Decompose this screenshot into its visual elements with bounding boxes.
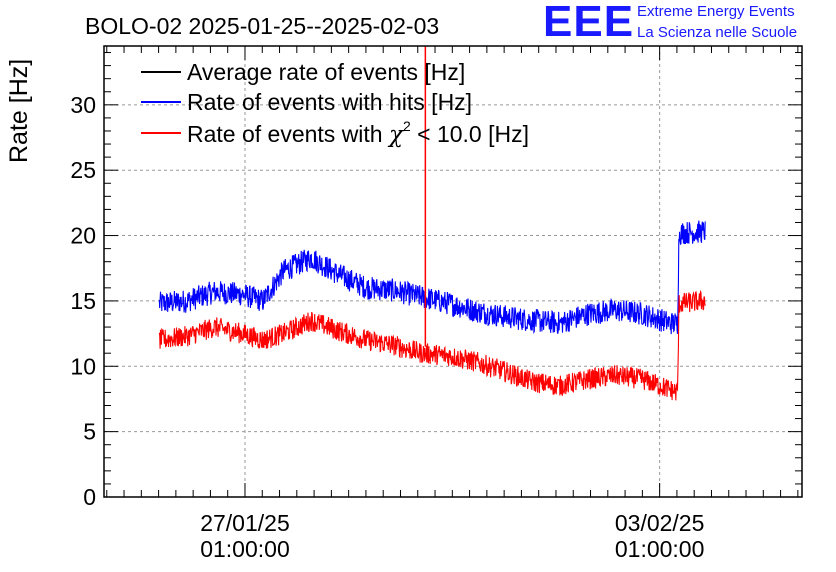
series-1 [158, 220, 706, 335]
x-tick-time-label: 01:00:00 [615, 536, 705, 562]
y-tick-label: 25 [70, 157, 96, 183]
series-line [158, 289, 706, 401]
legend: Average rate of events [Hz] Rate of even… [141, 59, 529, 148]
x-tick-time-label: 01:00:00 [200, 536, 290, 562]
legend-chi2-prefix: Rate of events with [187, 121, 389, 147]
legend-chi2-sup: 2 [403, 118, 411, 134]
y-tick-label: 0 [83, 484, 96, 510]
legend-label-average: Average rate of events [Hz] [187, 59, 465, 85]
logo-line-1: Extreme Energy Events [637, 3, 795, 20]
logo-line-2: La Scienza nelle Scuole [637, 24, 798, 41]
y-tick-label: 30 [70, 92, 96, 118]
x-tick-date-label: 03/02/25 [615, 510, 705, 536]
y-tick-label: 20 [70, 223, 96, 249]
series-layer [158, 46, 706, 401]
chart-title: BOLO-02 2025-01-25--2025-02-03 [85, 13, 439, 39]
legend-label-chi2: Rate of events with χ2 < 10.0 [Hz] [187, 118, 529, 148]
legend-chi2-suffix: < 10.0 [Hz] [411, 121, 529, 147]
series-line [158, 220, 706, 335]
plot-frame [103, 45, 803, 498]
y-tick-label: 15 [70, 288, 96, 314]
y-tick-label: 5 [83, 419, 96, 445]
series-2 [158, 289, 706, 401]
legend-chi2-symbol: χ [387, 122, 405, 148]
y-axis-label: Rate [Hz] [5, 59, 33, 163]
axes: 05101520253027/01/2501:00:0003/02/2501:0… [70, 45, 803, 562]
eee-logo: EEE [543, 0, 635, 46]
x-tick-date-label: 27/01/25 [200, 510, 290, 536]
legend-label-hits: Rate of events with hits [Hz] [187, 89, 472, 115]
y-tick-label: 10 [70, 353, 96, 379]
